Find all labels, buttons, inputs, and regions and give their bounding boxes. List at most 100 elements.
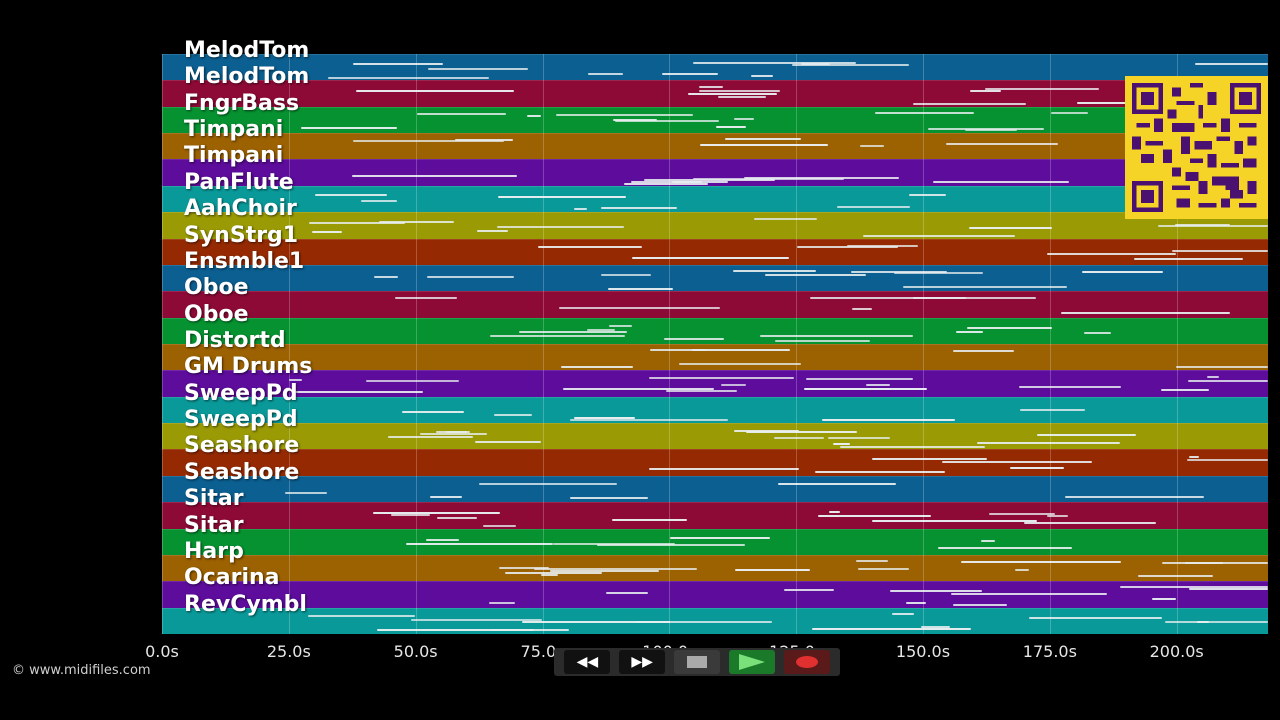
- note-bar: [411, 619, 542, 622]
- note-bar: [851, 307, 873, 310]
- note-bar: [563, 387, 715, 390]
- track-row[interactable]: [162, 423, 1268, 451]
- note-bar: [791, 64, 910, 67]
- record-button[interactable]: [783, 650, 830, 674]
- note-bar: [1157, 224, 1268, 227]
- note-bar: [871, 458, 987, 461]
- note-bar: [1175, 223, 1230, 226]
- grid-line: [669, 54, 671, 634]
- track-row[interactable]: [162, 291, 1268, 319]
- track-row[interactable]: [162, 238, 1268, 266]
- note-bar: [351, 174, 518, 177]
- note-bar: [372, 512, 500, 515]
- note-bar: [980, 539, 995, 542]
- track-row[interactable]: [162, 54, 1268, 82]
- note-bar: [476, 230, 509, 233]
- track-label: FngrBass: [184, 90, 300, 116]
- note-bar: [428, 67, 528, 70]
- rewind-icon: ◀◀: [576, 654, 599, 670]
- note-bar: [558, 307, 721, 310]
- note-bar: [836, 206, 911, 209]
- track-row[interactable]: [162, 528, 1268, 556]
- note-bar: [552, 543, 676, 546]
- time-tick-label: 75.0s: [520, 642, 565, 661]
- grid-line: [288, 54, 290, 634]
- note-bar: [293, 391, 424, 394]
- play-button[interactable]: [728, 650, 775, 674]
- note-bar: [733, 269, 817, 272]
- note-bar: [970, 90, 1002, 93]
- note-bar: [692, 349, 791, 352]
- note-bar: [1188, 588, 1268, 591]
- note-bar: [693, 177, 845, 180]
- track-row[interactable]: [162, 106, 1268, 135]
- note-bar: [499, 566, 549, 569]
- note-bar: [365, 379, 459, 382]
- note-bar: [832, 442, 850, 445]
- note-bar: [1083, 331, 1111, 334]
- track-row[interactable]: [162, 475, 1268, 504]
- track-row[interactable]: [162, 370, 1268, 398]
- time-tick-label: 175.0s: [1022, 642, 1077, 661]
- note-bar: [328, 76, 489, 79]
- track-row[interactable]: [162, 159, 1268, 187]
- note-bar: [1046, 253, 1176, 256]
- note-bar: [847, 245, 919, 248]
- note-bar: [533, 568, 698, 571]
- note-bar: [419, 432, 488, 435]
- track-row[interactable]: [162, 554, 1268, 583]
- stop-button[interactable]: [673, 650, 720, 674]
- track-label: GM Drums: [184, 354, 313, 380]
- piano-roll[interactable]: [162, 54, 1268, 634]
- track-row[interactable]: [162, 396, 1268, 425]
- track-row[interactable]: [162, 317, 1268, 345]
- note-bar: [606, 592, 648, 595]
- track-row[interactable]: [162, 264, 1268, 293]
- track-row[interactable]: [162, 581, 1268, 609]
- note-bar: [699, 90, 780, 93]
- note-bar: [587, 73, 623, 76]
- note-bar: [454, 138, 514, 141]
- note-bar: [1194, 63, 1268, 66]
- track-row[interactable]: [162, 185, 1268, 214]
- copyright-text: © www.midifiles.com: [12, 663, 151, 678]
- note-bar: [1188, 456, 1200, 459]
- note-bar: [314, 194, 387, 197]
- track-label: SynStrg1: [184, 222, 299, 248]
- track-label: Sitar: [184, 512, 244, 538]
- track-row[interactable]: [162, 212, 1268, 240]
- note-bar: [308, 222, 405, 225]
- note-bar: [821, 419, 955, 422]
- fast-forward-button[interactable]: ▶▶: [619, 650, 666, 674]
- note-bar: [518, 330, 627, 333]
- note-bar: [889, 589, 983, 592]
- grid-line: [923, 54, 924, 634]
- track-row[interactable]: [162, 344, 1268, 372]
- note-bar: [307, 615, 416, 618]
- note-bar: [612, 519, 687, 522]
- note-bar: [662, 73, 718, 76]
- track-row[interactable]: [162, 80, 1268, 108]
- track-label: Harp: [184, 538, 244, 564]
- note-bar: [426, 538, 459, 541]
- track-row[interactable]: [162, 133, 1268, 161]
- note-bar: [950, 592, 1108, 595]
- note-bar: [650, 349, 706, 351]
- note-bar: [388, 436, 474, 439]
- track-label: Timpani: [184, 117, 284, 143]
- note-bar: [679, 363, 802, 366]
- rewind-button[interactable]: ◀◀: [564, 650, 611, 674]
- note-bar: [445, 431, 468, 434]
- note-bar: [1046, 514, 1068, 517]
- track-row[interactable]: [162, 607, 1268, 634]
- note-bar: [635, 621, 772, 624]
- transport-controls: ◀◀ ▶▶: [554, 648, 840, 676]
- qr-code: [1125, 76, 1268, 219]
- time-tick-label: 150.0s: [895, 642, 951, 661]
- note-bar: [1029, 616, 1162, 619]
- track-row[interactable]: [162, 449, 1268, 477]
- note-bar: [964, 129, 1018, 132]
- note-bar: [390, 514, 430, 517]
- note-bar: [1081, 271, 1163, 274]
- track-row[interactable]: [162, 502, 1268, 530]
